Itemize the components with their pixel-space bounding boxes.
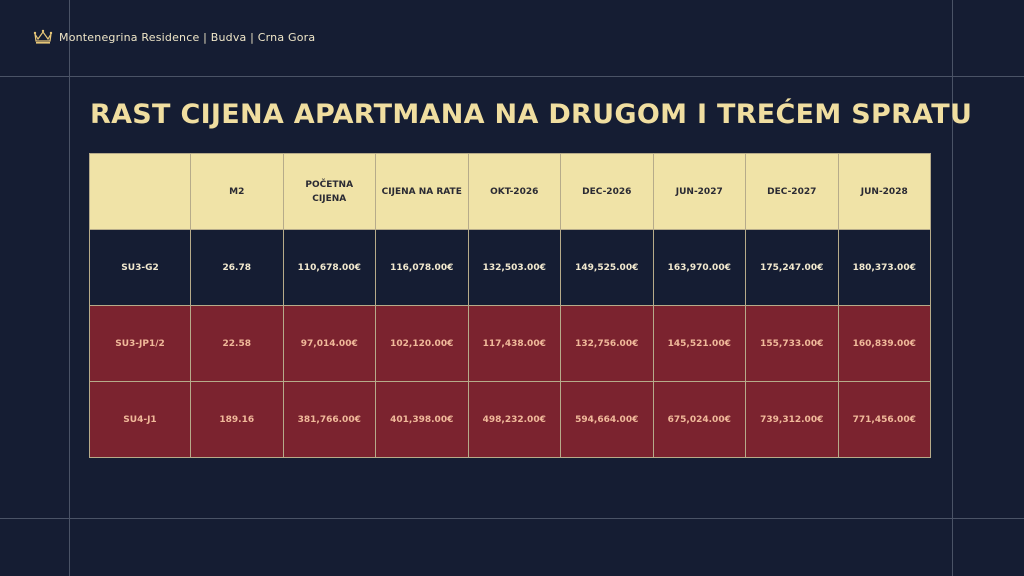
- table-cell: 675,024.00€: [652, 381, 746, 458]
- table-cell: 155,733.00€: [745, 305, 839, 382]
- left-divider: [69, 0, 70, 576]
- column-header: M2: [190, 153, 284, 230]
- table-cell: 132,503.00€: [467, 229, 561, 306]
- table-cell: 189.16: [190, 381, 284, 458]
- crown-icon: [33, 29, 53, 44]
- table-cell: 132,756.00€: [560, 305, 654, 382]
- table-cell: 175,247.00€: [745, 229, 839, 306]
- table-row: SU3-JP1/2 22.58 97,014.00€ 102,120.00€ 1…: [89, 305, 931, 382]
- brand-text: Montenegrina Residence | Budva | Crna Go…: [59, 30, 316, 44]
- table-cell: 149,525.00€: [560, 229, 654, 306]
- column-header: JUN-2027: [652, 153, 746, 230]
- table-cell: 381,766.00€: [282, 381, 376, 458]
- table-cell: 110,678.00€: [282, 229, 376, 306]
- column-header: CIJENA NA RATE: [375, 153, 469, 230]
- table-cell: 771,456.00€: [837, 381, 931, 458]
- table-cell: 22.58: [190, 305, 284, 382]
- brand-header: Montenegrina Residence | Budva | Crna Go…: [33, 28, 315, 46]
- table-cell: SU3-JP1/2: [89, 305, 191, 382]
- table-cell: SU4-J1: [89, 381, 191, 458]
- bottom-divider: [0, 518, 1024, 519]
- column-header: [89, 153, 191, 230]
- table-cell: 163,970.00€: [652, 229, 746, 306]
- table-row: SU3-G2 26.78 110,678.00€ 116,078.00€ 132…: [89, 229, 931, 306]
- top-divider: [0, 76, 1024, 77]
- price-table: M2 POČETNA CIJENA CIJENA NA RATE OKT-202…: [89, 153, 931, 458]
- table-header-row: M2 POČETNA CIJENA CIJENA NA RATE OKT-202…: [89, 153, 931, 230]
- table-cell: SU3-G2: [89, 229, 191, 306]
- column-header: DEC-2027: [745, 153, 839, 230]
- table-cell: 498,232.00€: [467, 381, 561, 458]
- table-cell: 97,014.00€: [282, 305, 376, 382]
- table-cell: 160,839.00€: [837, 305, 931, 382]
- table-cell: 594,664.00€: [560, 381, 654, 458]
- right-divider: [952, 0, 953, 576]
- column-header: DEC-2026: [560, 153, 654, 230]
- table-cell: 26.78: [190, 229, 284, 306]
- table-cell: 739,312.00€: [745, 381, 839, 458]
- column-header: POČETNA CIJENA: [282, 153, 376, 230]
- page-title: RAST CIJENA APARTMANA NA DRUGOM I TREĆEM…: [90, 99, 973, 130]
- table-cell: 102,120.00€: [375, 305, 469, 382]
- table-row: SU4-J1 189.16 381,766.00€ 401,398.00€ 49…: [89, 381, 931, 458]
- table-cell: 116,078.00€: [375, 229, 469, 306]
- table-cell: 117,438.00€: [467, 305, 561, 382]
- table-cell: 145,521.00€: [652, 305, 746, 382]
- table-cell: 180,373.00€: [837, 229, 931, 306]
- table-cell: 401,398.00€: [375, 381, 469, 458]
- column-header: OKT-2026: [467, 153, 561, 230]
- column-header: JUN-2028: [837, 153, 931, 230]
